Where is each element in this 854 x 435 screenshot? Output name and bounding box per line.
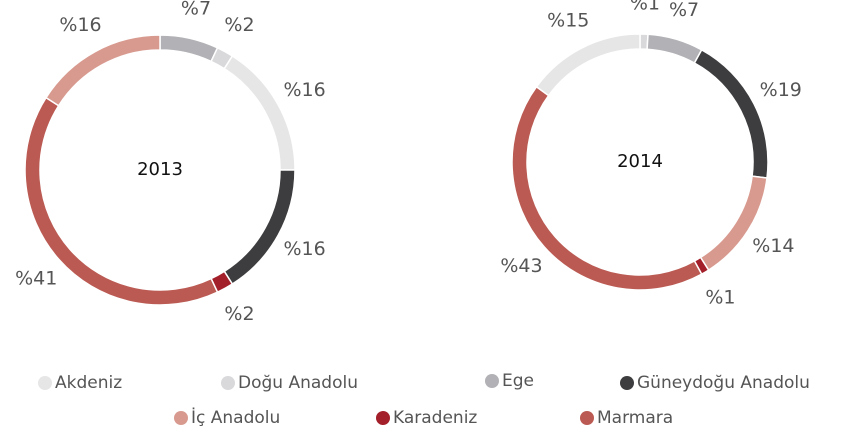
data-label: %16 [283,238,325,260]
legend-swatch [580,411,594,425]
data-label: %15 [547,10,589,32]
chart-title: 2013 [137,159,183,180]
donut-segment [693,48,769,179]
data-label: %1 [705,286,735,308]
data-label: %7 [181,0,211,19]
legend-label: Doğu Anadolu [238,373,358,393]
legend-label: Güneydoğu Anadolu [637,373,810,393]
data-label: %1 [630,0,660,15]
data-label: %19 [760,79,802,101]
legend-swatch [485,374,499,388]
legend-label: Akdeniz [55,373,122,393]
legend-swatch [376,411,390,425]
legend-swatch [620,376,634,390]
data-label: %14 [752,235,794,257]
data-label: %7 [669,0,699,21]
data-label: %16 [283,79,325,101]
legend-label: Ege [502,371,534,391]
legend-label: İç Anadolu [191,407,280,428]
legend-label: Karadeniz [393,408,477,428]
data-label: %41 [15,268,57,290]
legend-label: Marmara [597,408,673,428]
donut-segment [159,34,219,63]
legend-swatch [174,411,188,425]
data-label: %2 [224,14,254,36]
donut-segment [646,33,703,64]
donut-segment [44,34,161,107]
data-label: %43 [500,255,542,277]
data-label: %16 [59,14,101,36]
legend-swatch [221,376,235,390]
chart-title: 2014 [617,151,663,172]
legend-swatch [38,376,52,390]
donut-segment [535,33,641,97]
donut-segment [223,54,296,171]
data-label: %2 [224,303,254,325]
donut-segment [223,169,296,286]
